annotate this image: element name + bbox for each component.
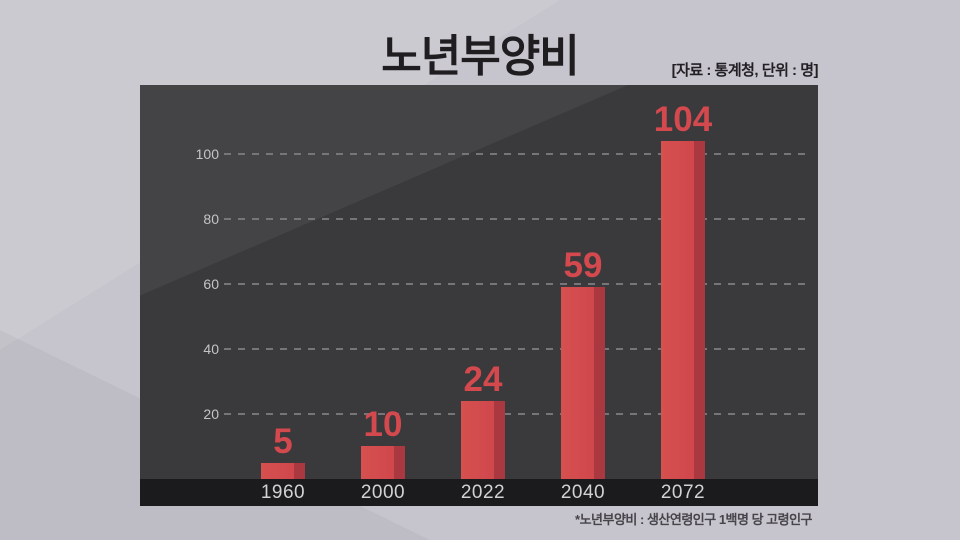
gridline: [224, 413, 812, 415]
y-tick-label: 100: [195, 146, 219, 162]
bar-value-label: 5: [273, 422, 293, 461]
bar: [661, 141, 705, 479]
gridline: [224, 153, 812, 155]
page-title: 노년부양비: [381, 32, 579, 81]
gridline: [224, 348, 812, 350]
x-tick-label: 2022: [460, 482, 506, 503]
y-tick-label: 40: [203, 341, 219, 357]
bar-side-face: [694, 141, 705, 479]
bar-value-label: 59: [563, 246, 603, 285]
bar-front-face: [461, 401, 494, 479]
bar: [361, 446, 405, 479]
y-tick-label: 80: [203, 211, 219, 227]
bar-side-face: [294, 463, 305, 479]
bar-front-face: [661, 141, 694, 479]
bar-side-face: [394, 446, 405, 479]
source-note: [자료 : 통계청, 단위 : 명]: [671, 62, 819, 79]
x-tick-label: 2000: [360, 482, 406, 503]
x-tick-label: 2040: [560, 482, 606, 503]
bar: [461, 401, 505, 479]
bar: [261, 463, 305, 479]
x-tick-label: 1960: [260, 482, 306, 503]
bar-value-label: 104: [653, 100, 713, 139]
gridline: [224, 283, 812, 285]
y-tick-label: 20: [203, 406, 219, 422]
gridline: [224, 218, 812, 220]
chart-panel: 20 40 60 80 100 5 10 24 59 104 1960 2000 2022 2040 2…: [140, 85, 818, 506]
bar-front-face: [361, 446, 394, 479]
x-tick-label: 2072: [660, 482, 706, 503]
bar-front-face: [561, 287, 594, 479]
bar-front-face: [261, 463, 294, 479]
bar-side-face: [594, 287, 605, 479]
bar-side-face: [494, 401, 505, 479]
bar: [561, 287, 605, 479]
bar-value-label: 24: [463, 360, 503, 399]
x-axis-band: 1960 2000 2022 2040 2072: [140, 479, 818, 506]
bar-value-label: 10: [363, 405, 403, 444]
y-tick-label: 60: [203, 276, 219, 292]
footnote: *노년부양비 : 생산연령인구 1백명 당 고령인구: [575, 512, 812, 527]
